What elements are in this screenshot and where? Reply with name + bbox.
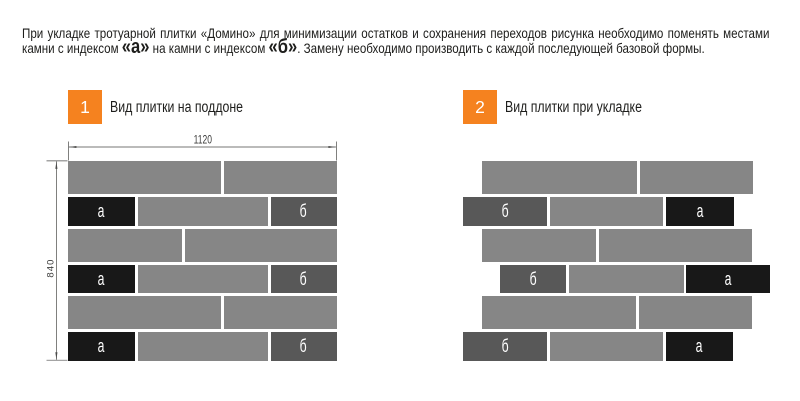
svg-text:840: 840 — [46, 258, 57, 277]
svg-text:1120: 1120 — [194, 134, 212, 147]
